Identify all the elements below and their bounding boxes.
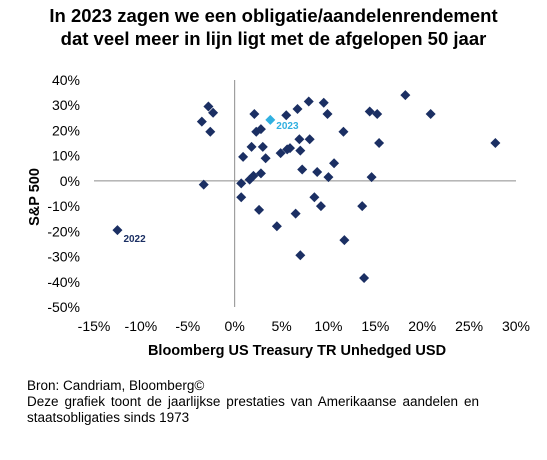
x-tick-label: -10%: [125, 318, 158, 334]
data-point: [315, 201, 326, 212]
y-tick-label: 20%: [52, 122, 80, 138]
data-point: [312, 167, 323, 178]
data-point: [323, 172, 334, 183]
data-point: [208, 107, 219, 118]
chart-title-line-1: In 2023 zagen we een obligatie/aandelenr…: [49, 5, 498, 26]
data-point: [203, 101, 214, 112]
data-point: [112, 225, 123, 236]
data-point: [292, 104, 303, 115]
data-point: [255, 124, 266, 135]
data-point: [271, 221, 282, 232]
annotations: 2022 2023: [123, 121, 299, 245]
source-note: Bron: Candriam, Bloomberg©: [27, 378, 205, 393]
data-point: [205, 126, 216, 137]
chart-description: Deze grafiek toont de jaarlijkse prestat…: [27, 394, 479, 425]
data-point: [425, 109, 436, 120]
data-point: [196, 116, 207, 127]
data-point: [374, 138, 385, 149]
y-tick-label: -30%: [47, 249, 80, 265]
data-point: [318, 97, 329, 108]
y-tick-label: -50%: [47, 299, 80, 315]
chart-footer: Bron: Candriam, Bloomberg© Deze grafiek …: [27, 378, 479, 426]
y-axis-title: S&P 500: [27, 168, 43, 226]
data-point: [198, 179, 209, 190]
x-tick-label: 25%: [455, 318, 483, 334]
y-tick-label: 10%: [52, 148, 80, 164]
y-tick-label: -10%: [47, 198, 80, 214]
x-tick-label: 5%: [271, 318, 291, 334]
data-point: [275, 148, 286, 159]
y-tick-label: 0%: [60, 173, 80, 189]
data-point: [366, 172, 377, 183]
chart-title: In 2023 zagen we een obligatie/aandelenr…: [0, 4, 547, 50]
data-point: [236, 178, 247, 189]
data-point: [364, 106, 375, 117]
x-tick-label: 10%: [314, 318, 342, 334]
data-point: [257, 141, 268, 152]
x-axis-title: Bloomberg US Treasury TR Unhedged USD: [148, 343, 446, 359]
x-tick-label: 20%: [408, 318, 436, 334]
data-point: [255, 168, 266, 179]
x-tick-labels: -15% -10% -5% 0% 5% 10% 15% 20% 25% 30%: [78, 318, 530, 334]
data-point: [322, 109, 333, 120]
data-point: [329, 158, 340, 169]
data-point: [251, 126, 262, 137]
data-point: [294, 134, 305, 145]
data-point: [490, 138, 501, 149]
scatter-chart: 40%30%20%10%0%-10%-20%-30%-40%-50% -15% -…: [27, 72, 530, 359]
x-tick-label: -15%: [78, 318, 111, 334]
data-point: [254, 204, 265, 215]
data-point: [290, 208, 301, 219]
data-point-highlight: [265, 114, 276, 125]
x-tick-label: 30%: [502, 318, 530, 334]
data-point: [338, 126, 349, 137]
data-point: [359, 272, 370, 283]
data-point: [304, 134, 315, 145]
x-tick-label: 15%: [361, 318, 389, 334]
data-point: [339, 235, 350, 246]
y-tick-label: -20%: [47, 223, 80, 239]
data-point: [295, 250, 306, 261]
y-tick-label: -40%: [47, 274, 80, 290]
data-point: [248, 170, 259, 181]
data-point: [357, 201, 368, 212]
data-point: [309, 192, 320, 203]
data-points: [112, 90, 501, 283]
y-tick-label: 40%: [52, 72, 80, 88]
data-point: [249, 109, 260, 120]
data-point: [260, 153, 271, 164]
x-tick-label: -5%: [175, 318, 200, 334]
data-point: [297, 164, 308, 175]
data-point: [281, 110, 292, 121]
y-tick-labels: 40% 30% 20% 10% 0% -10% -20% -30% -40% -50%: [47, 72, 80, 315]
chart-title-line-2: dat veel meer in lijn ligt met de afgelo…: [60, 28, 487, 49]
data-point: [372, 109, 383, 120]
data-point: [238, 151, 249, 162]
annotation-label: 2022: [123, 234, 146, 245]
data-point: [246, 141, 257, 152]
data-point: [284, 143, 295, 154]
data-point: [303, 96, 314, 107]
chart-axes: [94, 80, 516, 307]
data-point: [295, 145, 306, 156]
data-point: [236, 192, 247, 203]
data-point: [400, 90, 411, 101]
annotation-label: 2023: [276, 121, 299, 132]
x-tick-label: 0%: [225, 318, 245, 334]
y-tick-label: 30%: [52, 97, 80, 113]
